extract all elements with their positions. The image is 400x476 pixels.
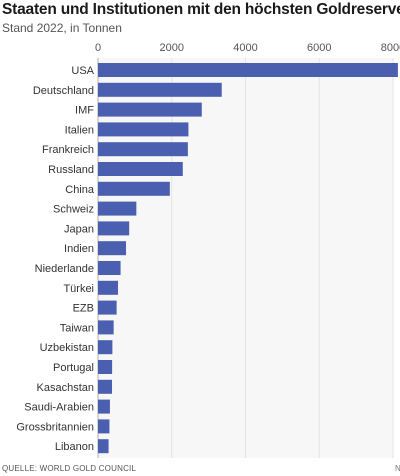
bar	[98, 261, 121, 275]
x-tick-label: 2000	[160, 42, 184, 54]
bar	[98, 162, 183, 176]
bar	[98, 419, 110, 434]
bar	[98, 300, 117, 315]
category-label: Italien	[65, 124, 94, 136]
bar	[98, 221, 130, 236]
category-label: Taiwan	[60, 322, 94, 334]
x-tick-label: 4000	[233, 42, 257, 54]
bar	[98, 340, 113, 355]
bar	[98, 320, 114, 335]
chart-title: Staaten und Institutionen mit den höchst…	[2, 1, 400, 18]
category-label: Libanon	[55, 441, 94, 453]
category-label: Kasachstan	[37, 382, 94, 394]
bar	[98, 379, 113, 394]
category-label: Uzbekistan	[40, 342, 94, 354]
category-label: Frankreich	[42, 144, 94, 156]
bar	[98, 399, 110, 414]
bar	[98, 360, 113, 374]
chart-subtitle: Stand 2022, in Tonnen	[2, 21, 122, 35]
category-label: Türkei	[63, 283, 94, 295]
category-label: USA	[71, 65, 94, 77]
bar	[98, 142, 188, 157]
category-label: IMF	[75, 105, 94, 117]
bar	[98, 241, 127, 256]
x-tick-label: 8000	[381, 42, 400, 54]
bar	[98, 280, 118, 295]
category-label: China	[65, 184, 95, 196]
category-label: Portugal	[53, 362, 94, 374]
x-tick-label: 0	[95, 42, 101, 54]
source-note: QUELLE: WORLD GOLD COUNCIL	[2, 464, 137, 473]
bar	[98, 122, 189, 137]
category-label: Niederlande	[35, 263, 94, 275]
x-tick-label: 6000	[307, 42, 331, 54]
category-label: Russland	[48, 164, 94, 176]
bar	[98, 82, 222, 97]
bar	[98, 181, 170, 196]
category-label: Grossbritannien	[16, 421, 94, 433]
category-label: Indien	[64, 243, 94, 255]
bar	[98, 201, 137, 216]
bar	[98, 102, 202, 117]
bar	[98, 439, 109, 454]
category-label: Japan	[64, 223, 94, 235]
category-label: Saudi-Arabien	[24, 402, 94, 414]
corner-mark: N	[395, 464, 400, 473]
category-label: Deutschland	[33, 85, 94, 97]
category-label: Schweiz	[53, 204, 94, 216]
category-label: EZB	[73, 303, 94, 315]
bar	[98, 63, 398, 77]
